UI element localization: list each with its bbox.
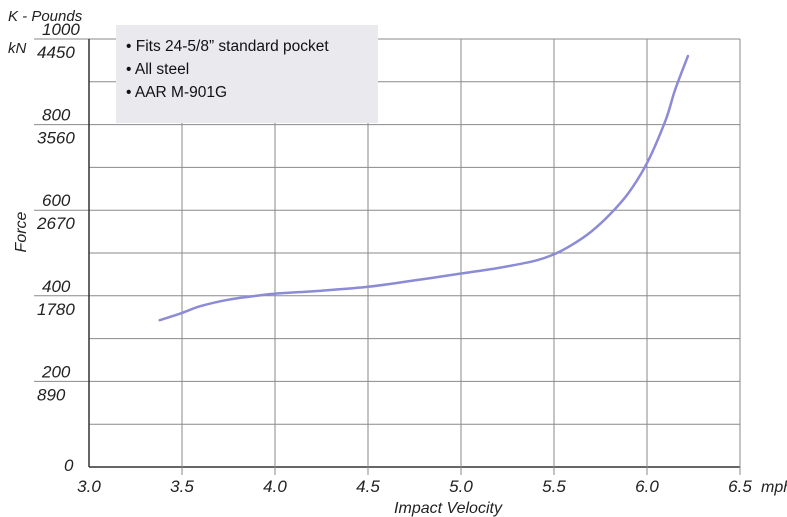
y-tick-label-kpounds: 600	[42, 191, 71, 210]
x-tick-label: 5.5	[542, 477, 566, 496]
y-tick-label-kpounds: 800	[42, 106, 71, 125]
x-tick-label: 4.5	[356, 477, 380, 496]
x-tick-labels: 3.0 3.5 4.0 4.5 5.0 5.5 6.0 6.5	[77, 477, 752, 496]
y-tick-labels: 0 200 400 600 800 1000 890 1780 2670 3560 4450	[36, 20, 80, 475]
x-tick-label: 3.5	[170, 477, 194, 496]
feature-item-aar: • AAR M-901G	[126, 84, 228, 101]
x-tick-label: 3.0	[77, 477, 101, 496]
x-unit-label: mph	[761, 479, 787, 496]
y-tick-label-kpounds: 0	[64, 456, 74, 475]
y-tick-label-kn: 2670	[36, 214, 75, 233]
y-unit-kpounds: K - Pounds	[8, 8, 83, 25]
y-tick-label-kpounds: 1000	[42, 20, 80, 39]
y-tick-label-kpounds: 400	[42, 277, 71, 296]
feature-item-steel: • All steel	[126, 61, 190, 78]
x-tick-label: 6.0	[635, 477, 659, 496]
x-tick-label: 6.5	[728, 477, 752, 496]
y-tick-label-kn: 4450	[37, 43, 75, 62]
y-tick-label-kpounds: 200	[41, 362, 71, 381]
features-box: • Fits 24-5/8” standard pocket • All ste…	[116, 25, 378, 123]
force-curve-line	[158, 54, 690, 322]
y-tick-label-kn: 1780	[37, 300, 75, 319]
y-unit-kn: kN	[8, 40, 27, 57]
y-axis-title: Force	[13, 211, 30, 252]
y-tick-label-kn: 3560	[37, 129, 75, 148]
x-tick-label: 5.0	[449, 477, 473, 496]
y-tick-label-kn: 890	[37, 385, 66, 404]
x-tick-label: 4.0	[263, 477, 287, 496]
feature-item-pocket: • Fits 24-5/8” standard pocket	[126, 38, 329, 55]
x-axis-title: Impact Velocity	[394, 500, 503, 517]
